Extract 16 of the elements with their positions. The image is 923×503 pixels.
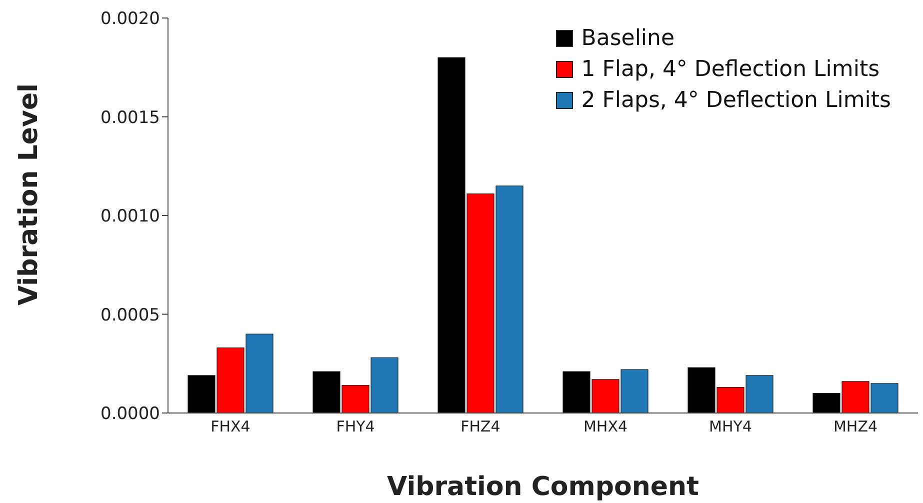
x-tick-label: FHY4 xyxy=(336,418,375,436)
legend-label: 1 Flap, 4° Deflection Limits xyxy=(581,57,880,82)
x-tick-label: MHX4 xyxy=(583,418,628,436)
x-axis-title: Vibration Component xyxy=(387,472,699,502)
y-tick-label: 0.0005 xyxy=(100,305,160,326)
x-tick-label: MHZ4 xyxy=(833,418,878,436)
y-tick-label: 0.0015 xyxy=(100,108,160,128)
x-tick-label: MHY4 xyxy=(709,418,752,436)
x-tick-label: FHZ4 xyxy=(460,418,500,436)
y-axis-title: Vibration Level xyxy=(14,83,44,306)
legend-label: Baseline xyxy=(581,26,675,51)
y-tick-label: 0.0000 xyxy=(100,404,160,424)
legend-label: 2 Flaps, 4° Deflection Limits xyxy=(581,88,891,113)
x-tick-label: FHX4 xyxy=(210,418,250,436)
y-tick-label: 0.0020 xyxy=(100,9,160,30)
y-tick-label: 0.0010 xyxy=(100,206,160,227)
